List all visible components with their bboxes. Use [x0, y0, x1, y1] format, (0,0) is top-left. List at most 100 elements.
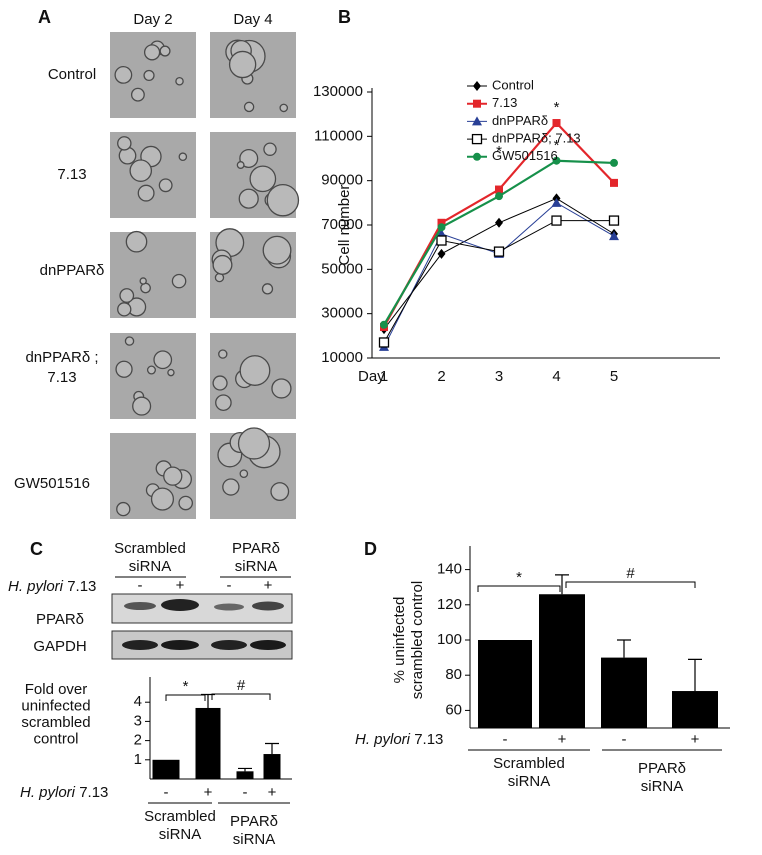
organism: H. pylori: [20, 784, 76, 801]
band: [124, 602, 156, 610]
x-tick-label: -: [164, 784, 169, 801]
legend-label: GW501516: [492, 148, 558, 163]
y-axis-label: uninfected: [21, 697, 90, 714]
micrograph: [110, 230, 196, 318]
band: [214, 603, 244, 611]
cell: [222, 478, 240, 496]
group-label: siRNA: [508, 773, 551, 790]
cell: [119, 288, 135, 303]
marker: [552, 119, 561, 128]
micrograph: [210, 32, 296, 118]
annotation: *: [554, 137, 560, 154]
panel-label: C: [30, 539, 43, 559]
blot-group: siRNA: [235, 558, 278, 575]
marker: [495, 217, 503, 228]
bar: [478, 640, 532, 728]
y-axis-label: scrambled control: [409, 581, 426, 699]
cell: [150, 487, 175, 511]
group-label: siRNA: [233, 831, 276, 848]
x-tick-label: +: [558, 731, 567, 748]
y-tick-label: 10000: [321, 349, 363, 366]
marker: [551, 197, 562, 207]
bar: [236, 771, 254, 779]
error-bar: [555, 574, 569, 595]
cell: [238, 188, 259, 209]
cell: [239, 148, 259, 168]
blot-group: PPARδ: [232, 540, 280, 557]
group-label: siRNA: [159, 826, 202, 843]
x-axis-label: Day: [358, 368, 385, 385]
cell: [236, 161, 245, 169]
row-label: dnPPARδ: [40, 262, 105, 279]
strain: 7.13: [67, 578, 96, 595]
legend-label: 7.13: [492, 95, 517, 110]
y-tick-label: 70000: [321, 216, 363, 233]
cell: [239, 469, 249, 479]
cell: [132, 396, 152, 416]
y-tick-label: 80: [445, 666, 462, 683]
cell: [171, 273, 187, 289]
marker: [473, 81, 481, 91]
series-line: [383, 220, 614, 343]
cell: [266, 183, 300, 217]
group-label: Scrambled: [144, 808, 216, 825]
error-bar: [617, 639, 631, 658]
y-tick-label: 130000: [313, 83, 363, 100]
band: [211, 640, 247, 650]
bar: [195, 707, 221, 779]
cell: [178, 495, 194, 511]
band: [122, 640, 158, 650]
annotation: *: [516, 569, 522, 586]
cell: [143, 44, 161, 61]
blot: [111, 593, 293, 660]
y-tick-label: 1: [134, 751, 142, 768]
series: [380, 193, 618, 335]
marker: [472, 116, 482, 126]
panel-label: A: [38, 7, 51, 27]
x-tick-label: 1: [380, 368, 388, 385]
legend-label: Control: [492, 77, 534, 92]
cell: [178, 152, 188, 161]
band: [161, 640, 199, 650]
cell: [243, 101, 255, 113]
bracket: [211, 693, 271, 700]
y-axis-label: Fold over: [25, 681, 88, 698]
cell: [167, 368, 175, 377]
micrograph: [210, 228, 296, 318]
micrograph: [110, 132, 196, 218]
marker: [473, 152, 481, 161]
group-label: PPARδ: [230, 813, 278, 830]
cell: [261, 283, 274, 295]
y-tick-label: 2: [134, 732, 142, 749]
band-label: GAPDH: [33, 638, 86, 655]
row-label: 7.13: [47, 369, 76, 386]
x-tick-label: -: [243, 784, 248, 801]
legend-label: dnPPARδ: [492, 113, 548, 128]
error-bar: [201, 693, 215, 708]
cell: [270, 482, 290, 501]
marker: [473, 99, 481, 108]
marker: [552, 156, 561, 165]
cell: [143, 69, 155, 82]
micrograph: [210, 427, 296, 519]
row-label: Control: [48, 66, 96, 83]
annotation: #: [626, 565, 635, 582]
cell: [117, 302, 132, 317]
panel-label: B: [338, 7, 351, 27]
marker: [610, 178, 618, 187]
bar: [263, 754, 281, 779]
cell: [239, 355, 271, 386]
cell: [279, 103, 289, 113]
blot-group: siRNA: [129, 558, 172, 575]
column-header: Day 2: [133, 11, 172, 28]
x-axis-label: H. pylori 7.13: [355, 731, 443, 748]
cell: [114, 65, 133, 84]
annotation: #: [237, 677, 246, 694]
y-tick-label: 110000: [314, 127, 363, 144]
annotation: *: [496, 143, 502, 160]
bar: [672, 691, 718, 728]
bar: [152, 759, 180, 779]
cell: [115, 360, 133, 378]
series: [380, 156, 618, 329]
